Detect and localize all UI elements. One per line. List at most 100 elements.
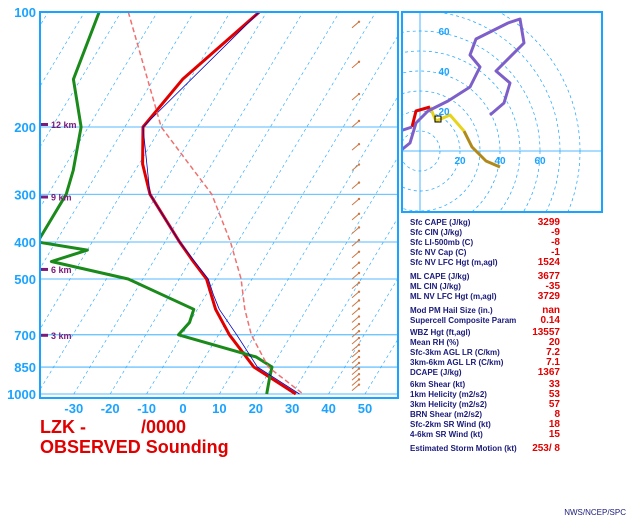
- wind-barb-dot: [357, 299, 361, 302]
- isotherm: [255, 156, 398, 395]
- isotherm: [40, 12, 195, 269]
- wind-barb-dot: [357, 226, 361, 229]
- wind-barb-dot: [357, 383, 361, 386]
- hodograph: 20 40 60 60 40 20: [401, 11, 603, 213]
- hodograph-y-label: 40: [438, 67, 450, 78]
- param-label: Supercell Composite Param: [410, 316, 517, 325]
- param-label: BRN Shear (m2/s2): [410, 410, 483, 419]
- temperature-tick-label: 30: [285, 401, 299, 416]
- wind-barb: [351, 227, 360, 234]
- wind-barb-dot: [357, 343, 361, 346]
- skew-t-frame: [39, 11, 399, 399]
- hodograph-ring: [402, 90, 481, 212]
- temperature-tick-label: 0: [179, 401, 186, 416]
- height-markers: 12 km 9 km 6 km 3 km: [41, 120, 77, 341]
- parcel-trace: [127, 12, 304, 395]
- param-label: 3km-6km AGL LR (C/km): [410, 358, 504, 367]
- param-value: -8: [551, 237, 560, 248]
- param-label: Sfc NV Cap (C): [410, 248, 467, 257]
- hodograph-y-label: 20: [438, 107, 450, 118]
- param-row-3km-6km-agl-lr-c-km: 3km-6km AGL LR (C/km) 7.1: [410, 358, 560, 368]
- wind-barb: [351, 308, 360, 316]
- param-row-ml-cin-j-kg: ML CIN (J/kg) -35: [410, 282, 560, 292]
- height-marker-label: 12 km: [51, 120, 77, 130]
- param-value: 7.1: [546, 357, 560, 368]
- pressure-tick-label: 1000: [7, 387, 36, 402]
- param-row-1km-helicity-m2-s2: 1km Helicity (m2/s2) 53: [410, 390, 560, 400]
- param-label: ML CAPE (J/kg): [410, 272, 470, 281]
- param-row-sfc-2km-sr-wind-kt: Sfc-2km SR Wind (kt) 18: [410, 420, 560, 430]
- hodograph-grid: [402, 12, 602, 212]
- wind-barb-dot: [357, 372, 361, 376]
- hodograph-x-label: 60: [534, 156, 546, 167]
- wind-barb-dot: [357, 92, 361, 96]
- param-label: Estimated Storm Motion (kt): [410, 444, 517, 453]
- param-row-estimated-storm-motion-kt: Estimated Storm Motion (kt) 253/ 8: [410, 444, 560, 454]
- param-label: ML NV LFC Hgt (m,agl): [410, 292, 497, 301]
- param-value: 18: [548, 419, 560, 430]
- wind-barb: [351, 291, 360, 299]
- hodograph-ring: [402, 50, 521, 212]
- footer-credit: NWS/NCEP/SPC: [564, 508, 626, 517]
- sounding-title: OBSERVED Sounding: [40, 437, 229, 457]
- wind-barb-dot: [357, 238, 361, 242]
- param-row-4-6km-sr-wind-kt: 4-6km SR Wind (kt) 15: [410, 430, 560, 440]
- wind-barb: [351, 164, 360, 171]
- isotherm: [146, 12, 377, 395]
- wind-barb-dot: [357, 250, 361, 253]
- temperature-tick-label: 20: [249, 401, 263, 416]
- param-row-sfc-cape-j-kg: Sfc CAPE (J/kg) 3299: [410, 218, 560, 228]
- isotherm: [182, 35, 398, 395]
- param-label: 6km Shear (kt): [410, 380, 466, 389]
- param-label: DCAPE (J/kg): [410, 368, 462, 377]
- wind-barb: [351, 262, 360, 270]
- isotherm: [328, 277, 398, 395]
- param-label: Mod PM Hail Size (in.): [410, 306, 493, 315]
- param-label: Sfc CAPE (J/kg): [410, 218, 471, 227]
- param-value: -35: [545, 281, 560, 292]
- param-label: Mean RH (%): [410, 338, 459, 347]
- isotherm: [291, 217, 398, 395]
- wind-barb: [351, 330, 360, 338]
- wind-barb-dot: [357, 20, 361, 24]
- param-value: 1524: [537, 257, 560, 268]
- param-value: 3677: [537, 271, 560, 282]
- wind-barb: [351, 384, 360, 392]
- wind-barb: [351, 344, 360, 352]
- param-value: -9: [551, 227, 560, 238]
- param-value: 57: [548, 399, 560, 410]
- skew-t-grid: [0, 12, 398, 395]
- wind-barb-dot: [357, 349, 361, 353]
- wind-barb-dot: [357, 367, 361, 370]
- hodograph-trace: [402, 17, 526, 152]
- param-row-mean-rh: Mean RH (%) 20: [410, 338, 560, 348]
- wind-barb-dot: [357, 355, 361, 359]
- wind-barb: [351, 182, 360, 190]
- wind-barb: [351, 350, 360, 358]
- wind-barb-dot: [357, 60, 361, 64]
- param-row-sfc-3km-agl-lr-c-km: Sfc-3km AGL LR (C/km) 7.2: [410, 348, 560, 358]
- wind-barb-dot: [357, 163, 361, 166]
- wind-barb: [351, 373, 360, 381]
- wind-barb-dot: [357, 261, 361, 264]
- wind-barb: [351, 251, 360, 259]
- param-value: 0.14: [540, 315, 560, 326]
- wind-barb: [351, 379, 360, 386]
- wind-barb: [351, 362, 360, 370]
- pressure-tick-label: 300: [14, 187, 36, 202]
- param-value: 33: [548, 379, 560, 390]
- param-row-3km-helicity-m2-s2: 3km Helicity (m2/s2) 57: [410, 400, 560, 410]
- wind-barb: [351, 337, 360, 345]
- height-marker-label: 6 km: [51, 265, 72, 275]
- param-value: 13557: [532, 327, 560, 338]
- isotherm: [109, 12, 340, 395]
- temperature-tick-label: 50: [358, 401, 372, 416]
- param-label: 3km Helicity (m2/s2): [410, 400, 487, 409]
- isotherm: [0, 12, 12, 394]
- param-label: Sfc-3km AGL LR (C/km): [410, 348, 500, 357]
- hodograph-y-label: 60: [438, 27, 450, 38]
- isotherm: [40, 12, 267, 391]
- temperature-tick-label: -30: [64, 401, 83, 416]
- dewpoint-trace: [40, 12, 274, 395]
